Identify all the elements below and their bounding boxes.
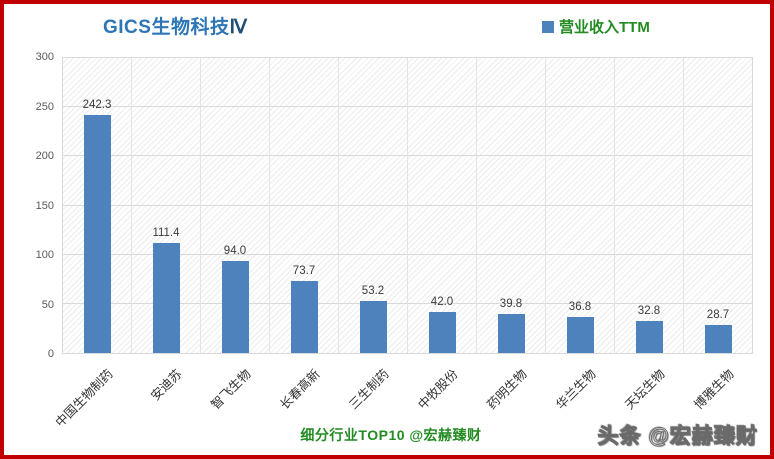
chart-title-main: GICS生物科技 [103,17,230,38]
bar [704,324,732,353]
bar [221,260,249,353]
bar-value-label: 111.4 [152,227,180,240]
bar [497,313,525,353]
bar-slot: 42.0 [407,58,476,353]
y-tick-label: 150 [35,199,54,212]
gridline [63,57,752,58]
y-tick-label: 250 [35,100,54,113]
bar [83,114,111,353]
y-tick-label: 200 [35,150,54,163]
legend-marker-icon [542,20,554,33]
bar-slot: 94.0 [200,58,269,353]
bar-value-label: 73.7 [292,264,316,277]
bar-value-label: 39.8 [499,297,523,310]
bar-slot: 73.7 [269,58,338,353]
bar-slot: 53.2 [338,58,407,353]
bar-slot: 111.4 [131,58,200,353]
y-tick-label: 0 [47,348,54,360]
y-axis: 0 50 100 150 200 250 300 [4,51,54,360]
bar-slot: 32.8 [614,58,683,353]
y-tick-label: 50 [41,298,54,311]
bar-slot: 28.7 [683,58,752,353]
bar [152,243,180,353]
bar [428,311,456,353]
chart-title-suffix: Ⅳ [229,17,248,38]
bar-slot: 36.8 [545,58,614,353]
bar-slot: 242.3 [63,58,131,353]
y-tick-label: 300 [35,51,54,63]
bar-value-label: 36.8 [568,300,592,313]
bar-value-label: 32.8 [637,304,661,317]
bar-value-label: 28.7 [706,308,730,321]
y-tick-label: 100 [35,249,54,262]
bar-slot: 39.8 [476,58,545,353]
bar [290,280,318,353]
bar-value-label: 94.0 [223,244,247,257]
bar [566,316,594,353]
bar-value-label: 53.2 [361,284,385,297]
toutiao-watermark: 头条 @宏赫臻财 [597,425,758,449]
bar-value-label: 42.0 [430,295,454,308]
bar [359,300,387,353]
footer-caption: 细分行业TOP10 @宏赫臻财 [300,427,482,443]
legend-label: 营业收入TTM [559,19,650,36]
chart-title: GICS生物科技Ⅳ [103,12,248,39]
bar-value-label: 242.3 [82,98,112,111]
x-axis-labels: 中国生物制药 安迪苏 智飞生物 长春高新 三生制药 中牧股份 药明生物 华兰生物 天坛生物 博雅生… [52,356,753,430]
plot-area: 242.3 111.4 94.0 73.7 53.2 42.0 39.8 36.8 32.8 28… [62,57,753,354]
legend: 营业收入TTM [542,16,650,37]
bar [635,320,663,353]
x-label-slot: 博雅生物 [684,356,753,428]
